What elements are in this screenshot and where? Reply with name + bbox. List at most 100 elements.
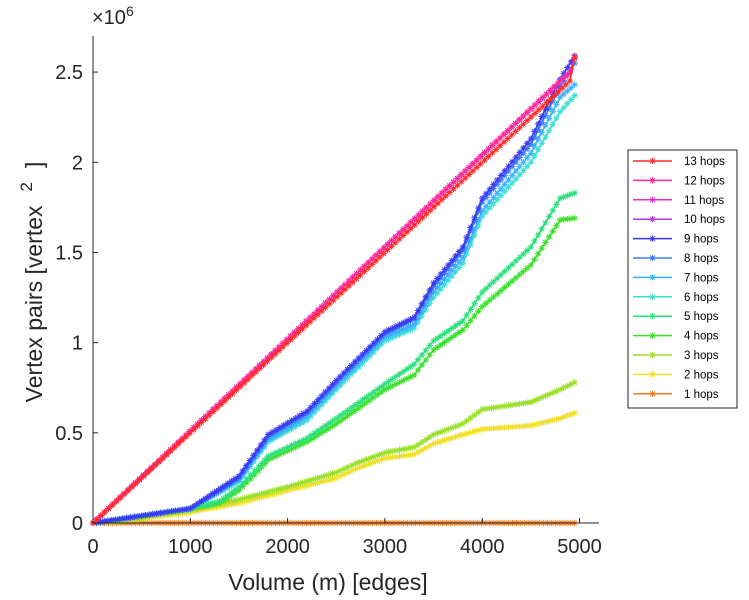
data-point [385, 378, 392, 385]
data-point [497, 185, 505, 192]
data-point [414, 366, 422, 374]
data-point [452, 263, 459, 270]
data-point [363, 347, 370, 354]
data-point [348, 410, 355, 417]
data-point [228, 498, 235, 505]
data-point [209, 490, 216, 497]
data-point [486, 185, 493, 193]
data-point [220, 482, 228, 490]
legend-box [627, 149, 738, 409]
data-point [381, 380, 389, 388]
data-point [261, 489, 269, 496]
data-point [303, 435, 311, 442]
data-point [311, 430, 318, 437]
data-point [377, 388, 385, 396]
data-point [566, 77, 574, 85]
data-point [344, 412, 351, 420]
data-point [497, 192, 505, 199]
data-point [459, 317, 466, 325]
data-point [538, 140, 546, 147]
data-point [501, 167, 508, 175]
legend: 13 hops 12 hops 11 hops 10 hops 9 hops 8 hops… [627, 149, 738, 409]
data-point [531, 237, 538, 245]
data-point [311, 400, 318, 407]
data-point [250, 452, 257, 459]
series-3-hops [89, 379, 578, 527]
data-point [531, 421, 538, 428]
data-point [455, 329, 463, 336]
data-point [426, 342, 433, 349]
data-point [251, 467, 258, 475]
data-point [344, 366, 351, 373]
data-point [452, 331, 459, 339]
data-point [434, 275, 441, 282]
data-point [534, 120, 542, 128]
legend-marker [649, 177, 656, 184]
data-point [482, 203, 490, 210]
data-point [441, 339, 448, 346]
data-point [351, 407, 359, 414]
legend-marker [649, 157, 656, 165]
data-point [194, 500, 201, 507]
legend-marker [649, 332, 656, 339]
y-tick-label: 0 [72, 513, 83, 535]
data-point [329, 381, 336, 388]
data-point [523, 163, 531, 170]
data-point [545, 127, 553, 134]
legend-marker [649, 274, 656, 281]
data-point [459, 254, 466, 262]
data-point [333, 377, 340, 384]
data-point [475, 204, 482, 212]
data-point [463, 312, 470, 319]
y-tick-label: 0.5 [55, 423, 83, 445]
data-point [359, 351, 366, 358]
data-point [520, 158, 527, 166]
data-point [479, 406, 486, 413]
data-point [348, 362, 355, 369]
data-point [475, 409, 482, 416]
data-point [531, 143, 538, 150]
x-tick-label: 3000 [363, 536, 408, 558]
data-point [516, 400, 523, 408]
data-point [553, 114, 560, 122]
legend-label: 2 hops [684, 369, 719, 381]
data-point [399, 377, 407, 384]
data-point [479, 195, 486, 202]
data-point [377, 332, 385, 339]
data-point [505, 163, 512, 170]
data-point [239, 495, 246, 502]
data-point [467, 414, 474, 422]
data-point [216, 498, 223, 505]
data-point [534, 231, 542, 239]
data-point [448, 257, 456, 264]
data-point [448, 434, 456, 442]
data-point [410, 371, 418, 379]
data-point [444, 336, 452, 344]
data-point [467, 317, 474, 324]
data-point [426, 433, 433, 441]
data-point [571, 214, 578, 222]
data-point [505, 281, 512, 288]
data-point [363, 399, 370, 406]
x-tick-labels: 0 1000 2000 3000 4000 5000 [87, 536, 601, 558]
data-point [505, 176, 512, 184]
legend-label: 4 hops [684, 331, 719, 343]
data-point [374, 336, 381, 343]
data-point [471, 300, 478, 307]
data-point [307, 432, 314, 439]
data-point [455, 264, 463, 271]
data-point [501, 402, 508, 410]
data-point [448, 334, 456, 341]
legend-label: 6 hops [684, 292, 719, 304]
data-point [471, 411, 478, 419]
data-point [374, 391, 381, 398]
data-point [471, 214, 478, 222]
data-point [571, 409, 578, 417]
data-point [363, 394, 370, 401]
data-point [545, 213, 553, 220]
data-point [224, 480, 231, 487]
data-point [407, 363, 414, 370]
data-point [542, 219, 549, 226]
data-point [414, 307, 422, 314]
